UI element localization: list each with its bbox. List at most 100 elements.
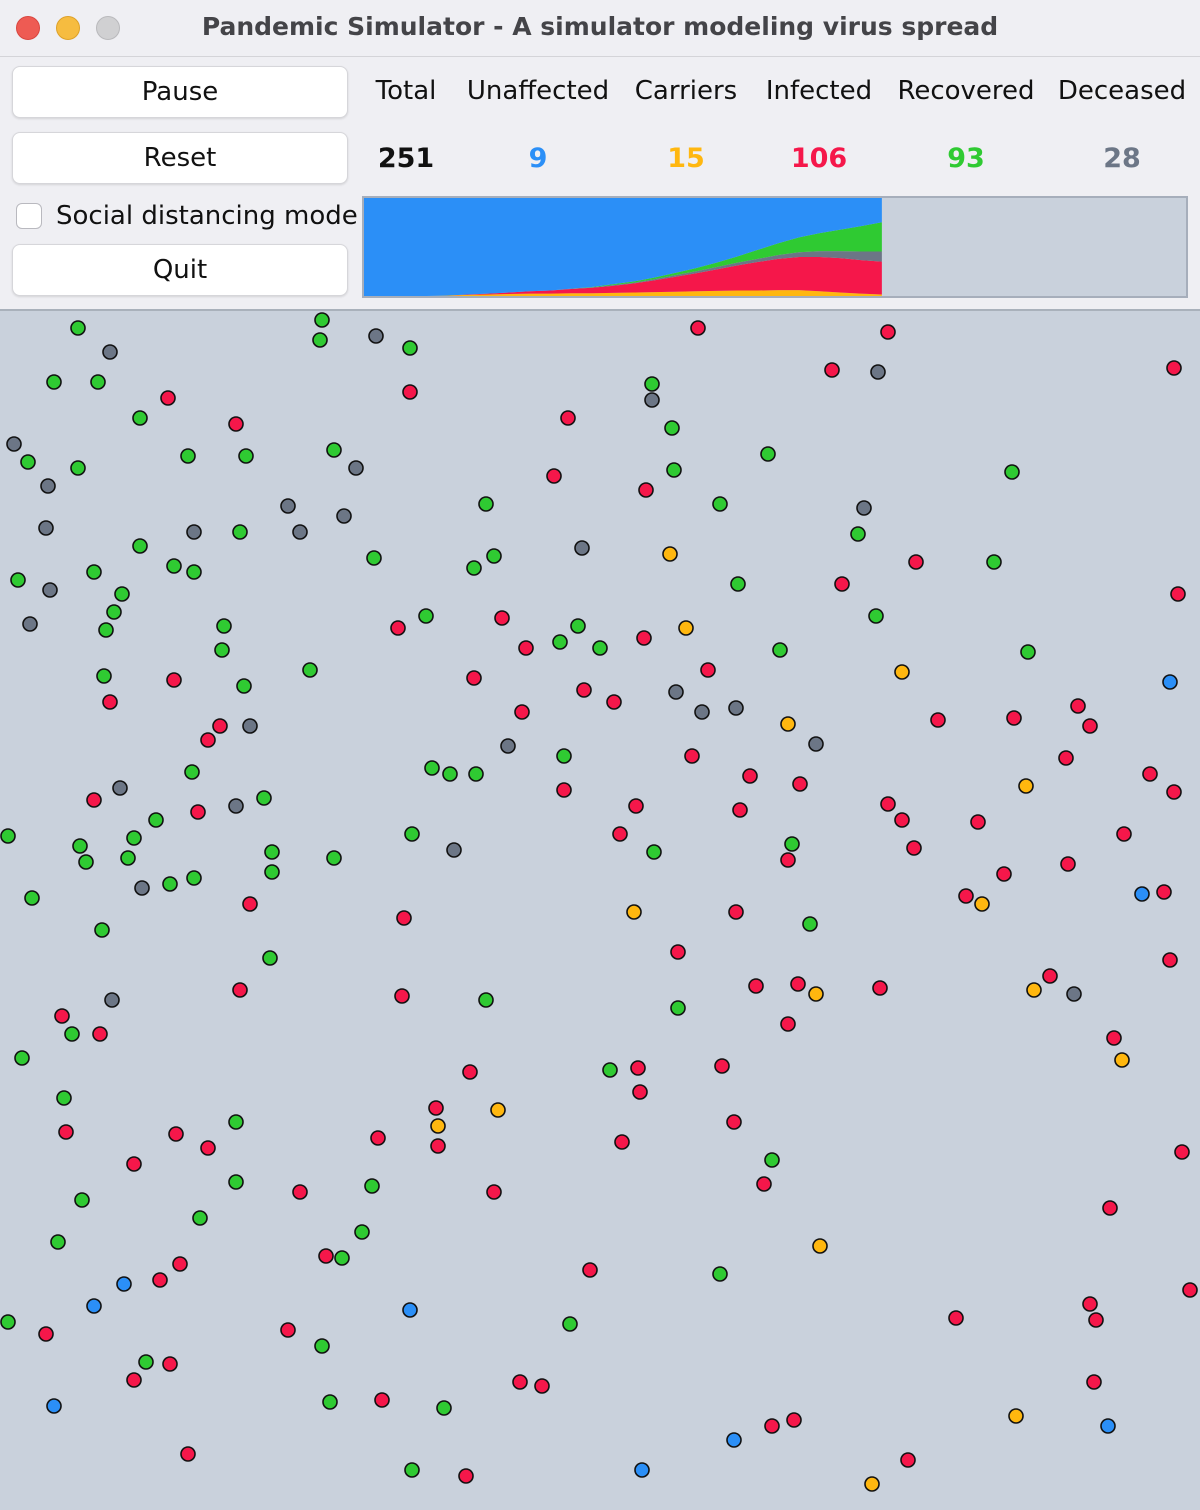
person-infected: [930, 712, 946, 728]
person-deceased: [336, 508, 352, 524]
quit-button[interactable]: Quit: [12, 244, 348, 296]
person-infected: [790, 976, 806, 992]
person-recovered: [120, 850, 136, 866]
person-recovered: [56, 1090, 72, 1106]
person-infected: [880, 324, 896, 340]
person-recovered: [556, 748, 572, 764]
person-recovered: [312, 332, 328, 348]
person-recovered: [644, 376, 660, 392]
person-infected: [428, 1100, 444, 1116]
person-infected: [638, 482, 654, 498]
population-history-svg: [364, 198, 882, 296]
person-infected: [628, 798, 644, 814]
person-infected: [1082, 718, 1098, 734]
population-history-chart: [362, 196, 1188, 298]
person-carriers: [490, 1102, 506, 1118]
pause-button[interactable]: Pause: [12, 66, 348, 118]
person-carriers: [808, 986, 824, 1002]
person-infected: [780, 1016, 796, 1032]
person-recovered: [78, 854, 94, 870]
person-infected: [612, 826, 628, 842]
person-recovered: [404, 1462, 420, 1478]
person-infected: [102, 694, 118, 710]
person-infected: [742, 768, 758, 784]
person-infected: [280, 1322, 296, 1338]
person-infected: [834, 576, 850, 592]
person-recovered: [14, 1050, 30, 1066]
person-unaffected: [116, 1276, 132, 1292]
person-recovered: [772, 642, 788, 658]
person-deceased: [38, 520, 54, 536]
person-recovered: [760, 446, 776, 462]
person-infected: [764, 1418, 780, 1434]
person-recovered: [238, 448, 254, 464]
person-infected: [630, 1060, 646, 1076]
person-infected: [200, 732, 216, 748]
person-infected: [996, 866, 1012, 882]
person-infected: [126, 1372, 142, 1388]
person-recovered: [192, 1210, 208, 1226]
person-infected: [160, 390, 176, 406]
person-carriers: [864, 1476, 880, 1492]
person-recovered: [264, 844, 280, 860]
person-recovered: [90, 374, 106, 390]
person-recovered: [868, 608, 884, 624]
person-recovered: [802, 916, 818, 932]
person-infected: [494, 610, 510, 626]
close-window-button[interactable]: [16, 16, 40, 40]
person-recovered: [850, 526, 866, 542]
person-infected: [894, 812, 910, 828]
minimize-window-button[interactable]: [56, 16, 80, 40]
person-carriers: [1026, 982, 1042, 998]
person-deceased: [728, 700, 744, 716]
person-infected: [242, 896, 258, 912]
person-recovered: [24, 890, 40, 906]
person-recovered: [262, 950, 278, 966]
person-infected: [38, 1326, 54, 1342]
person-unaffected: [46, 1398, 62, 1414]
person-infected: [1082, 1296, 1098, 1312]
person-infected: [390, 620, 406, 636]
control-panel: Pause Reset Social distancing mode Quit …: [0, 57, 1200, 311]
person-infected: [180, 1446, 196, 1462]
person-deceased: [644, 392, 660, 408]
social-distancing-toggle[interactable]: Social distancing mode: [16, 197, 358, 237]
person-infected: [732, 802, 748, 818]
maximize-window-button[interactable]: [96, 16, 120, 40]
person-recovered: [592, 640, 608, 656]
person-recovered: [184, 764, 200, 780]
person-deceased: [228, 798, 244, 814]
person-infected: [908, 554, 924, 570]
social-distancing-label: Social distancing mode: [56, 201, 358, 231]
person-recovered: [132, 410, 148, 426]
person-deceased: [22, 616, 38, 632]
person-infected: [172, 1256, 188, 1272]
person-infected: [228, 416, 244, 432]
person-infected: [1142, 766, 1158, 782]
stat-infected-label: Infected: [765, 76, 873, 106]
person-deceased: [348, 460, 364, 476]
person-recovered: [570, 618, 586, 634]
reset-button[interactable]: Reset: [12, 132, 348, 184]
person-deceased: [668, 684, 684, 700]
person-infected: [700, 662, 716, 678]
person-carriers: [1008, 1408, 1024, 1424]
person-deceased: [808, 736, 824, 752]
person-recovered: [466, 560, 482, 576]
person-deceased: [104, 992, 120, 1008]
person-infected: [756, 1176, 772, 1192]
person-recovered: [784, 836, 800, 852]
person-recovered: [468, 766, 484, 782]
person-recovered: [86, 564, 102, 580]
person-recovered: [166, 558, 182, 574]
person-recovered: [64, 1026, 80, 1042]
person-infected: [152, 1272, 168, 1288]
person-infected: [1006, 710, 1022, 726]
stat-unaffected-label: Unaffected: [466, 76, 610, 106]
social-distancing-checkbox[interactable]: [16, 203, 42, 229]
person-infected: [396, 910, 412, 926]
person-deceased: [694, 704, 710, 720]
person-infected: [726, 1114, 742, 1130]
person-recovered: [730, 576, 746, 592]
person-infected: [880, 796, 896, 812]
